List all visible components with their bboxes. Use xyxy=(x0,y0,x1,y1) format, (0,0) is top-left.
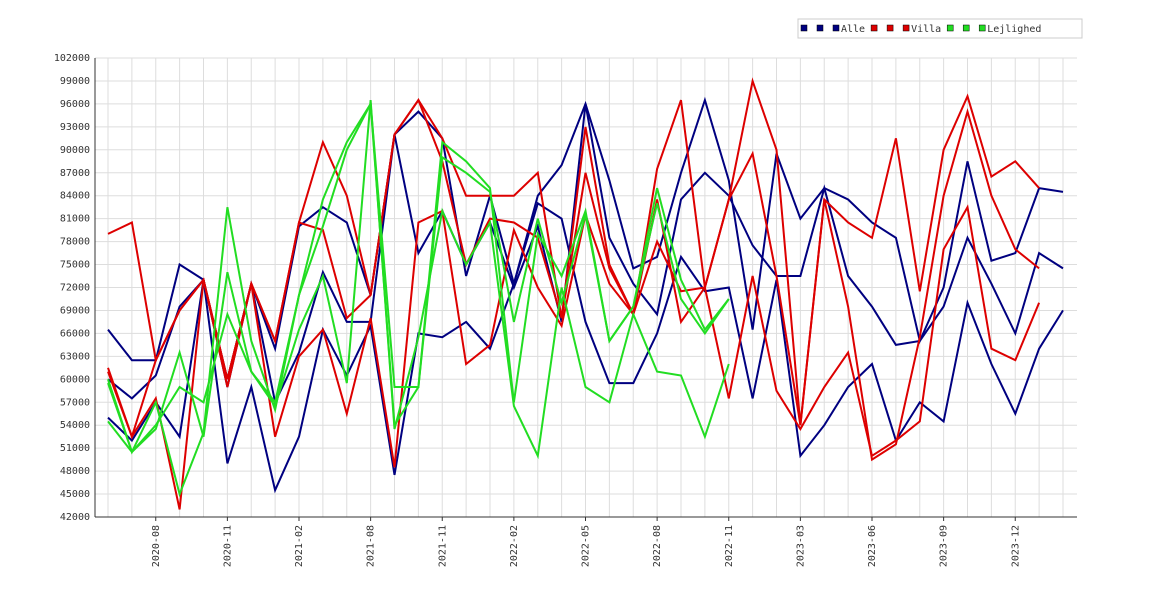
y-tick-label: 99000 xyxy=(60,76,90,87)
legend-swatch xyxy=(962,24,970,32)
x-tick-label: 2023-03 xyxy=(795,525,806,567)
legend-swatch xyxy=(886,24,894,32)
y-tick-label: 42000 xyxy=(60,512,90,523)
data-line xyxy=(107,201,1064,494)
y-tick-label: 51000 xyxy=(60,443,90,454)
legend-swatch xyxy=(978,24,986,32)
x-tick-label: 2022-05 xyxy=(581,525,592,567)
data-line xyxy=(107,97,1040,462)
y-tick-label: 63000 xyxy=(60,351,90,362)
y-tick-label: 69000 xyxy=(60,305,90,316)
x-tick-label: 2020-11 xyxy=(222,525,233,567)
y-tick-label: 81000 xyxy=(60,214,90,225)
y-tick-label: 57000 xyxy=(60,397,90,408)
legend-box xyxy=(797,18,1083,39)
y-tick-label: 78000 xyxy=(60,237,90,248)
legend: Alle Villa Lejlighed xyxy=(800,24,1041,35)
x-tick-label: 2023-12 xyxy=(1010,525,1021,567)
legend-label: Villa xyxy=(911,24,941,35)
y-tick-label: 66000 xyxy=(60,328,90,339)
legend-swatch xyxy=(832,24,840,32)
legend-label: Lejlighed xyxy=(987,24,1041,35)
legend-label: Alle xyxy=(841,24,865,35)
legend-swatch xyxy=(902,24,910,32)
y-tick-label: 93000 xyxy=(60,122,90,133)
y-tick-label: 45000 xyxy=(60,489,90,500)
y-tick-label: 87000 xyxy=(60,168,90,179)
legend-swatch xyxy=(870,24,878,32)
legend-swatch xyxy=(946,24,954,32)
y-tick-label: 102000 xyxy=(54,53,90,64)
data-line xyxy=(107,103,1064,406)
y-tick-label: 75000 xyxy=(60,260,90,271)
x-tick-label: 2022-02 xyxy=(509,525,520,567)
x-tick-label: 2023-06 xyxy=(867,525,878,567)
legend-swatch xyxy=(816,24,824,32)
data-line xyxy=(107,100,730,460)
x-tick-label: 2021-08 xyxy=(366,525,377,567)
x-tick-label: 2022-08 xyxy=(652,525,663,567)
x-tick-label: 2021-11 xyxy=(437,525,448,567)
data-line xyxy=(107,100,730,454)
x-tick-label: 2020-08 xyxy=(151,525,162,567)
y-tick-label: 72000 xyxy=(60,283,90,294)
y-tick-label: 60000 xyxy=(60,374,90,385)
legend-swatch xyxy=(800,24,808,32)
x-tick-label: 2022-11 xyxy=(724,525,735,567)
y-tick-label: 96000 xyxy=(60,99,90,110)
y-tick-label: 84000 xyxy=(60,191,90,202)
data-line xyxy=(107,204,1041,510)
x-tick-label: 2023-09 xyxy=(939,525,950,567)
x-tick-label: 2021-02 xyxy=(294,525,305,567)
y-tick-label: 48000 xyxy=(60,466,90,477)
y-tick-label: 90000 xyxy=(60,145,90,156)
y-tick-label: 54000 xyxy=(60,420,90,431)
